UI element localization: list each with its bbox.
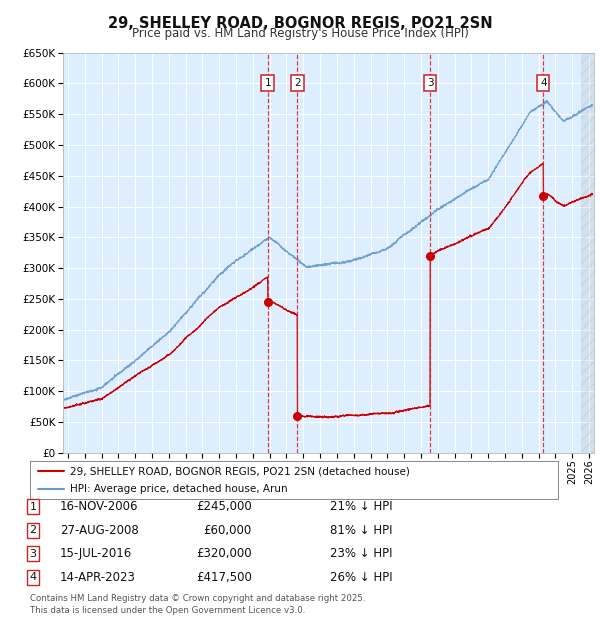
Text: 29, SHELLEY ROAD, BOGNOR REGIS, PO21 2SN (detached house): 29, SHELLEY ROAD, BOGNOR REGIS, PO21 2SN… — [70, 466, 409, 476]
Text: £320,000: £320,000 — [196, 547, 252, 560]
Text: £60,000: £60,000 — [204, 524, 252, 536]
Text: 1: 1 — [29, 502, 37, 512]
Text: £417,500: £417,500 — [196, 571, 252, 583]
Text: Contains HM Land Registry data © Crown copyright and database right 2025.
This d: Contains HM Land Registry data © Crown c… — [30, 594, 365, 615]
Text: 4: 4 — [540, 78, 547, 87]
Text: 15-JUL-2016: 15-JUL-2016 — [60, 547, 132, 560]
Text: 1: 1 — [265, 78, 271, 87]
Text: 81% ↓ HPI: 81% ↓ HPI — [330, 524, 392, 536]
Text: 4: 4 — [29, 572, 37, 582]
Text: 16-NOV-2006: 16-NOV-2006 — [60, 500, 139, 513]
Text: £245,000: £245,000 — [196, 500, 252, 513]
Text: 21% ↓ HPI: 21% ↓ HPI — [330, 500, 392, 513]
Text: Price paid vs. HM Land Registry's House Price Index (HPI): Price paid vs. HM Land Registry's House … — [131, 27, 469, 40]
Text: 2: 2 — [294, 78, 301, 87]
Text: 27-AUG-2008: 27-AUG-2008 — [60, 524, 139, 536]
Text: 23% ↓ HPI: 23% ↓ HPI — [330, 547, 392, 560]
Text: 3: 3 — [427, 78, 433, 87]
Text: 29, SHELLEY ROAD, BOGNOR REGIS, PO21 2SN: 29, SHELLEY ROAD, BOGNOR REGIS, PO21 2SN — [107, 16, 493, 30]
Text: 2: 2 — [29, 525, 37, 535]
Text: HPI: Average price, detached house, Arun: HPI: Average price, detached house, Arun — [70, 484, 287, 494]
Text: 26% ↓ HPI: 26% ↓ HPI — [330, 571, 392, 583]
Text: 14-APR-2023: 14-APR-2023 — [60, 571, 136, 583]
Text: 3: 3 — [29, 549, 37, 559]
